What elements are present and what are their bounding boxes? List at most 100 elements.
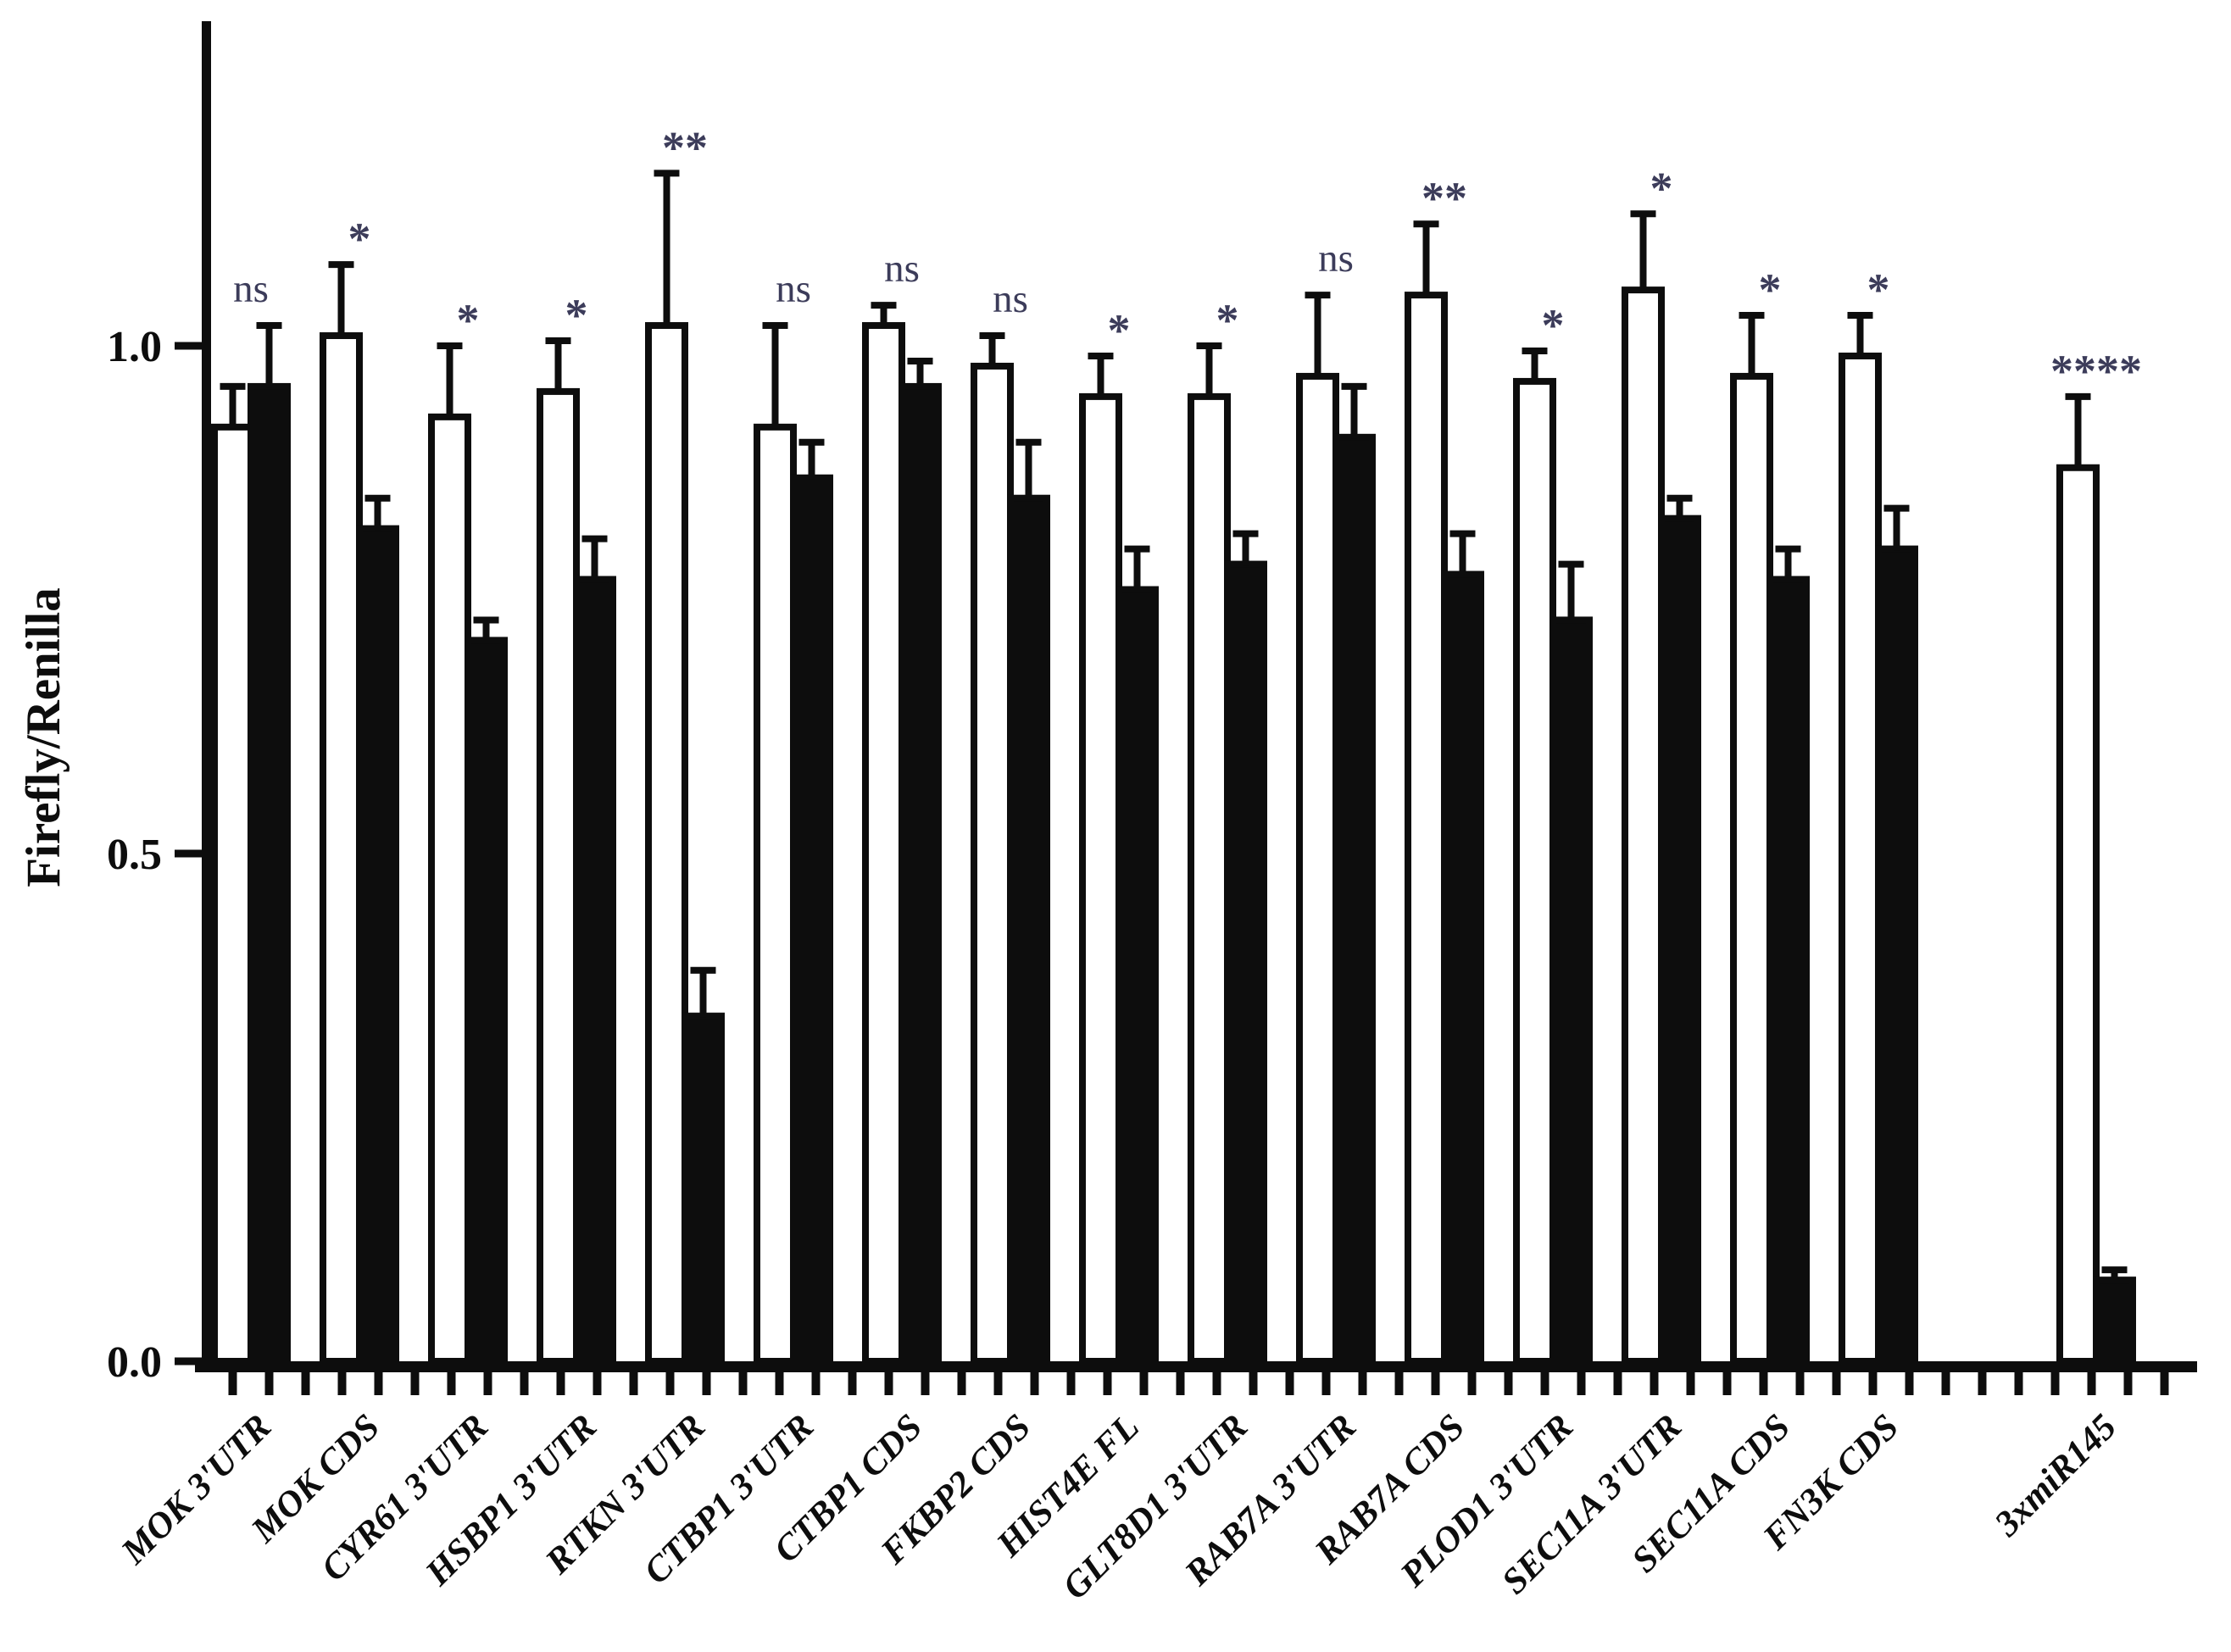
bar-filled-fkbp2-cds (1007, 494, 1050, 1365)
significance-marker-glt8d1-3-utr: * (1216, 295, 1239, 346)
x-tick (2014, 1372, 2023, 1395)
significance-marker-sec11a-cds: * (1759, 264, 1782, 315)
x-tick (957, 1372, 966, 1395)
significance-marker-ctbp1-cds: ns (884, 247, 920, 291)
x-tick (1650, 1372, 1659, 1395)
bar-filled-ctbp1-cds (899, 382, 942, 1365)
x-tick (1321, 1372, 1331, 1395)
bar-filled-rab7a-3-utr (1332, 433, 1376, 1366)
x-tick (374, 1372, 383, 1395)
significance-marker-mok-cds: * (348, 214, 371, 264)
x-tick (2123, 1372, 2133, 1395)
bar-open-mok-3-utr (211, 423, 254, 1366)
significance-marker-ctbp1-3-utr: ns (776, 267, 811, 311)
x-tick (1139, 1372, 1149, 1395)
x-tick (1613, 1372, 1622, 1395)
x-tick (1030, 1372, 1039, 1395)
significance-marker-hsbp1-3-utr: * (565, 290, 588, 341)
bar-filled-cyr61-3-utr (465, 637, 508, 1365)
x-tick (410, 1372, 420, 1395)
x-tick (1249, 1372, 1258, 1395)
x-tick (1212, 1372, 1221, 1395)
significance-marker-cyr61-3-utr: * (457, 295, 480, 346)
x-tick (2160, 1372, 2169, 1395)
x-tick (775, 1372, 784, 1395)
x-tick (447, 1372, 456, 1395)
significance-marker-rab7a-cds: ** (1421, 173, 1467, 224)
bar-filled-3xmir145 (2093, 1277, 2136, 1366)
bar-open-fn3k-cds (1839, 352, 1882, 1366)
x-tick (1759, 1372, 1768, 1395)
bar-open-rab7a-cds (1405, 292, 1448, 1366)
bar-open-glt8d1-3-utr (1188, 392, 1231, 1365)
x-tick (2087, 1372, 2096, 1395)
y-tick (175, 1357, 202, 1366)
significance-marker-mok-3-utr: ns (233, 267, 269, 311)
x-tick (1358, 1372, 1367, 1395)
bar-open-sec11a-cds (1730, 372, 1773, 1366)
x-tick (520, 1372, 529, 1395)
bar-open-hsbp1-3-utr (537, 387, 580, 1365)
x-tick (483, 1372, 492, 1395)
x-tick (702, 1372, 711, 1395)
x-tick (301, 1372, 310, 1395)
bar-open-ctbp1-cds (862, 322, 905, 1365)
significance-marker-3xmir145: **** (2050, 346, 2142, 397)
x-tick (556, 1372, 565, 1395)
bar-filled-rtkn-3-utr (682, 1012, 725, 1366)
x-tick (738, 1372, 748, 1395)
x-tick (1540, 1372, 1549, 1395)
bar-open-hist4e-fl (1079, 392, 1122, 1365)
significance-marker-plod1-3-utr: * (1542, 300, 1565, 351)
y-axis-title: Firefly/Renilla (17, 587, 70, 887)
x-tick (811, 1372, 821, 1395)
x-tick (884, 1372, 893, 1395)
bar-filled-hist4e-fl (1116, 586, 1159, 1365)
x-tick (593, 1372, 602, 1395)
bar-open-rtkn-3-utr (645, 322, 688, 1365)
x-tick (1978, 1372, 1987, 1395)
x-tick (1795, 1372, 1805, 1395)
significance-marker-fkbp2-cds: ns (993, 277, 1028, 321)
significance-marker-hist4e-fl: * (1108, 305, 1131, 356)
significance-marker-fn3k-cds: * (1867, 264, 1890, 315)
x-tick (1394, 1372, 1404, 1395)
significance-marker-rab7a-3-utr: ns (1318, 236, 1354, 281)
x-tick (2050, 1372, 2060, 1395)
bar-filled-sec11a-cds (1766, 576, 1810, 1365)
y-tick-label: 0.0 (107, 1338, 162, 1387)
x-tick (921, 1372, 930, 1395)
x-tick (665, 1372, 675, 1395)
x-tick (1285, 1372, 1294, 1395)
bar-filled-plod1-3-utr (1549, 616, 1593, 1365)
y-tick-label: 1.0 (107, 323, 162, 371)
bar-filled-glt8d1-3-utr (1224, 560, 1267, 1365)
bar-open-mok-cds (320, 332, 363, 1365)
x-tick (1722, 1372, 1732, 1395)
bar-filled-mok-3-utr (248, 382, 291, 1365)
bar-filled-ctbp1-3-utr (790, 474, 833, 1365)
x-tick (1832, 1372, 1841, 1395)
x-tick (1905, 1372, 1914, 1395)
x-tick (1467, 1372, 1477, 1395)
y-axis-spine (202, 21, 211, 1372)
x-tick (1504, 1372, 1513, 1395)
x-tick (1176, 1372, 1185, 1395)
x-tick (1941, 1372, 1950, 1395)
bar-filled-hsbp1-3-utr (573, 576, 616, 1365)
bar-open-sec11a-3-utr (1622, 286, 1665, 1365)
x-tick (228, 1372, 237, 1395)
x-tick (1577, 1372, 1586, 1395)
x-tick (848, 1372, 857, 1395)
x-tick (1103, 1372, 1112, 1395)
bar-open-ctbp1-3-utr (754, 423, 797, 1366)
x-tick (1066, 1372, 1076, 1395)
bar-open-3xmir145 (2056, 464, 2100, 1365)
x-tick (264, 1372, 274, 1395)
x-tick (993, 1372, 1003, 1395)
x-tick (1686, 1372, 1695, 1395)
bar-open-fkbp2-cds (971, 362, 1014, 1366)
x-tick (1431, 1372, 1440, 1395)
